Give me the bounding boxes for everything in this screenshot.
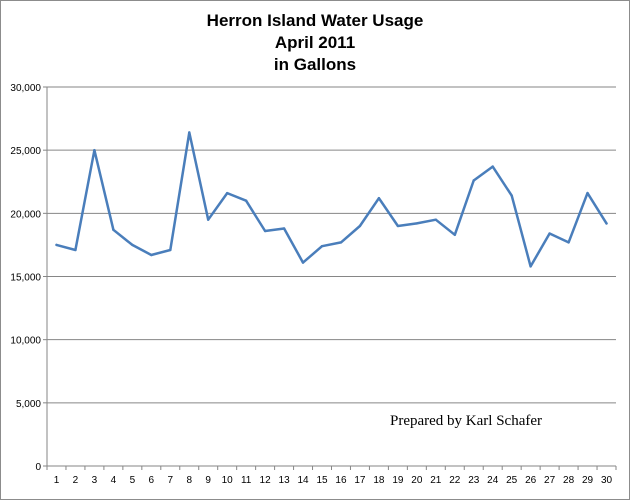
series-line-0 xyxy=(55,131,608,268)
x-tick-label-14: 14 xyxy=(297,475,309,486)
data-point-day-8 xyxy=(188,131,191,134)
data-point-day-11 xyxy=(244,199,248,202)
data-point-day-28 xyxy=(567,241,570,244)
x-tick-label-7: 7 xyxy=(168,475,174,486)
data-point-day-1 xyxy=(55,243,58,247)
x-tick-label-27: 27 xyxy=(544,475,556,486)
x-tick-label-25: 25 xyxy=(506,475,518,486)
data-point-day-17 xyxy=(358,224,362,228)
chart-title-line-1: Herron Island Water Usage xyxy=(207,11,424,30)
y-tick-label-1: 5,000 xyxy=(16,399,41,410)
x-tick-label-5: 5 xyxy=(130,475,136,486)
data-point-day-3 xyxy=(93,148,96,152)
x-tick-label-8: 8 xyxy=(186,475,192,486)
chart-title: Herron Island Water Usage April 2011 in … xyxy=(207,11,424,74)
x-tick-label-30: 30 xyxy=(601,475,613,486)
x-tick-label-9: 9 xyxy=(205,475,211,486)
data-point-day-10 xyxy=(225,191,229,195)
y-tick-label-0: 0 xyxy=(35,462,41,473)
axes xyxy=(43,86,617,470)
y-axis-tick-labels: 0 5,000 10,000 15,000 20,000 25,000 30,000 xyxy=(10,83,41,473)
x-tick-label-20: 20 xyxy=(411,475,423,486)
y-tick-label-4: 20,000 xyxy=(10,209,41,220)
data-point-day-19 xyxy=(396,224,400,228)
data-point-day-7 xyxy=(169,248,172,252)
data-point-day-9 xyxy=(207,218,210,221)
data-point-day-5 xyxy=(131,243,134,247)
data-point-day-30 xyxy=(605,222,608,225)
data-point-day-16 xyxy=(339,241,343,244)
x-tick-label-21: 21 xyxy=(430,475,442,486)
prepared-by-annotation: Prepared by Karl Schafer xyxy=(390,413,542,429)
data-point-day-27 xyxy=(548,232,551,235)
data-point-day-25 xyxy=(510,194,513,197)
x-tick-label-2: 2 xyxy=(73,475,79,486)
x-tick-label-1: 1 xyxy=(54,475,60,486)
x-tick-label-4: 4 xyxy=(111,475,117,486)
data-point-day-12 xyxy=(263,229,267,233)
data-point-day-23 xyxy=(472,179,475,182)
y-tick-label-3: 15,000 xyxy=(10,273,41,284)
data-point-day-15 xyxy=(320,244,324,248)
data-point-day-29 xyxy=(586,191,589,195)
data-point-day-6 xyxy=(150,253,153,257)
x-tick-label-24: 24 xyxy=(487,475,499,486)
data-point-day-2 xyxy=(74,248,77,252)
x-tick-label-11: 11 xyxy=(241,475,252,486)
data-point-day-18 xyxy=(377,196,381,200)
x-tick-label-18: 18 xyxy=(373,475,385,486)
x-tick-label-15: 15 xyxy=(316,475,328,486)
data-point-day-21 xyxy=(434,218,438,221)
x-tick-label-6: 6 xyxy=(149,475,155,486)
gridlines xyxy=(47,86,616,404)
data-point-day-22 xyxy=(453,233,456,237)
x-axis-tick-labels: 1 2 3 4 5 6 7 8 9 10 11 12 13 14 15 16 17 18 19 20 21 22 23 24 2… xyxy=(54,475,613,486)
y-tick-label-5: 25,000 xyxy=(10,146,41,157)
x-tick-label-12: 12 xyxy=(260,475,272,486)
x-tick-label-29: 29 xyxy=(582,475,594,486)
y-tick-label-6: 30,000 xyxy=(10,83,41,94)
y-tick-label-2: 10,000 xyxy=(10,336,41,347)
x-tick-label-26: 26 xyxy=(525,475,537,486)
x-tick-label-19: 19 xyxy=(392,475,404,486)
data-point-day-26 xyxy=(529,265,532,268)
x-tick-label-28: 28 xyxy=(563,475,575,486)
data-point-day-24 xyxy=(491,165,494,168)
chart-title-line-2: April 2011 xyxy=(275,33,355,52)
data-point-day-20 xyxy=(415,222,419,225)
chart-title-line-3: in Gallons xyxy=(274,55,356,74)
x-tick-label-16: 16 xyxy=(335,475,347,486)
x-tick-label-10: 10 xyxy=(222,475,234,486)
x-tick-label-22: 22 xyxy=(449,475,461,486)
data-point-day-14 xyxy=(301,261,305,264)
data-point-day-4 xyxy=(112,228,115,231)
data-point-day-13 xyxy=(282,227,286,230)
x-tick-label-23: 23 xyxy=(468,475,480,486)
x-tick-label-3: 3 xyxy=(92,475,98,486)
series-water-usage xyxy=(55,131,608,268)
x-tick-label-17: 17 xyxy=(354,475,366,486)
x-tick-label-13: 13 xyxy=(279,475,291,486)
